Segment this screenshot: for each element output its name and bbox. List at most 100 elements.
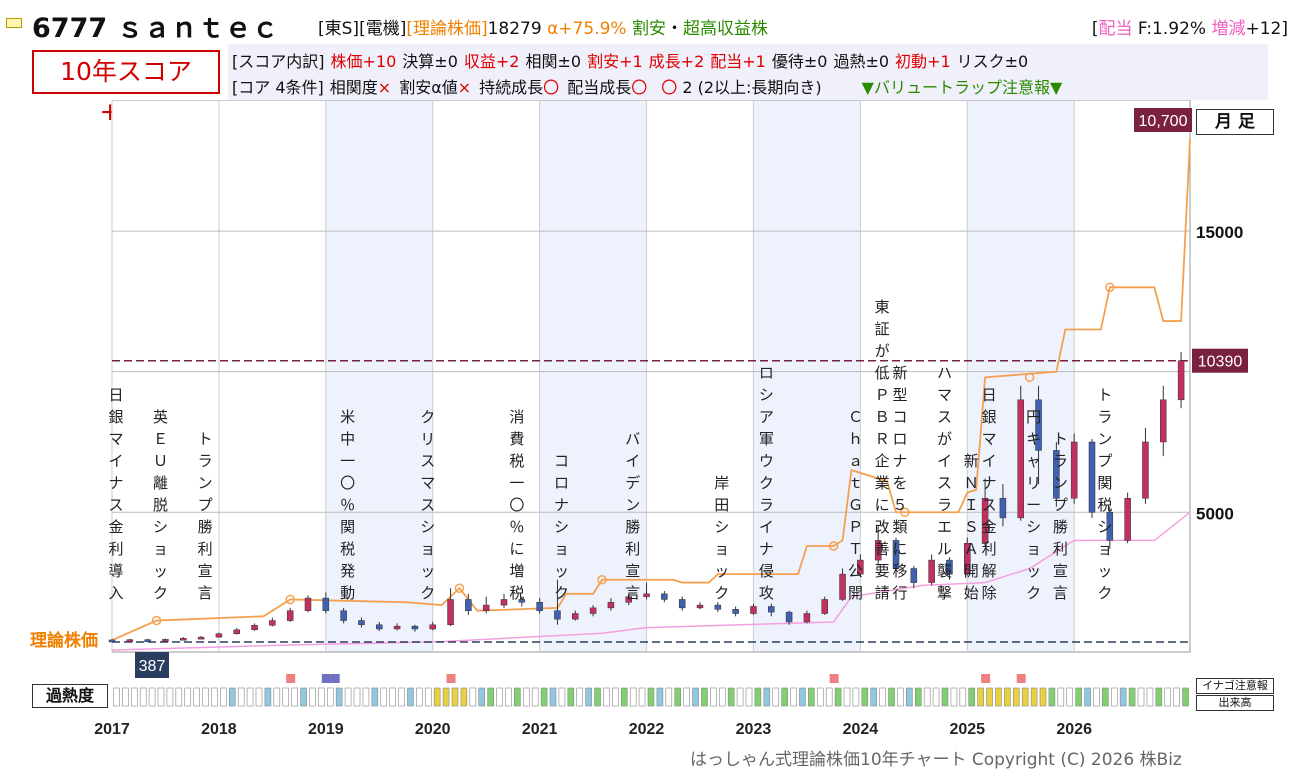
core-item: 相関度 (329, 78, 378, 97)
event-label: Ｐ (875, 386, 890, 404)
candle-body (482, 604, 490, 611)
event-label: 侵 (759, 562, 774, 580)
alpha-value: α+75.9% (547, 19, 627, 39)
theory-marker (454, 583, 465, 593)
event-label: ク (554, 584, 569, 602)
event-label: コ (554, 452, 569, 470)
overheat-cell (442, 687, 450, 707)
event-label: 攻 (759, 584, 774, 602)
candle-body (1017, 399, 1024, 519)
event-label: ラ (759, 496, 774, 514)
event-label: 銀 (982, 408, 997, 426)
candle-body (874, 540, 882, 561)
overheat-cell (113, 687, 120, 707)
event-label: 導 (108, 562, 123, 580)
overheat-cell (772, 687, 780, 707)
event-label: ッ (1097, 562, 1112, 580)
overheat-cell (718, 687, 726, 707)
candle-body (358, 620, 365, 626)
event-label: に (509, 540, 524, 558)
event-label: に (892, 540, 907, 558)
overheat-cell (211, 687, 218, 707)
overheat-cell (567, 687, 575, 707)
overheat-cell (710, 687, 717, 707)
theory-marker (151, 615, 162, 626)
theory-marker (597, 575, 607, 585)
event-label: ス (982, 496, 997, 514)
event-label: 善 (875, 540, 890, 558)
event-label: ウ (759, 452, 774, 470)
overheat-cell (558, 687, 566, 707)
ticker-title: 6777 ｓａｎｔｅｃ (32, 13, 279, 44)
overheat-cell (175, 687, 183, 707)
overheat-cell (1102, 687, 1109, 707)
header-info: [東S][電機][理論株価]18279 α+75.9% 割安・超高収益株 (318, 14, 768, 39)
overheat-cell (122, 687, 129, 707)
overheat-cell (1012, 687, 1020, 707)
event-label: 中 (340, 430, 355, 448)
core-mark: 〇 (543, 78, 560, 97)
candle-body (732, 609, 739, 614)
candle-body (518, 599, 526, 603)
event-label: ク (420, 408, 435, 426)
event-label: ％ (509, 518, 524, 536)
event-label: 言 (1053, 584, 1068, 602)
event-label: イ (937, 452, 952, 470)
event-label: 脱 (153, 496, 168, 514)
overheat-cell (291, 687, 298, 707)
event-label: ッ (420, 562, 435, 580)
overheat-cell (451, 687, 459, 707)
year-label: 2021 (522, 721, 558, 738)
candle-body (678, 599, 686, 609)
market-label: [東S] (318, 19, 360, 39)
score-item: 過熱±0 (833, 52, 890, 71)
score-item: 決算±0 (402, 52, 458, 71)
candle-body (304, 597, 312, 611)
event-label: ロ (554, 474, 569, 492)
event-label: Ｂ (875, 408, 890, 426)
overheat-cell (620, 687, 628, 707)
theory-marker (900, 507, 910, 518)
event-label: 費 (509, 430, 524, 448)
score-item: [スコア内訳] (232, 52, 325, 71)
value-trap-warning: ▼バリュートラップ注意報▼ (861, 78, 1063, 97)
candle-body (322, 597, 330, 611)
overheat-cell (995, 687, 1002, 707)
overheat-cell (1039, 687, 1047, 707)
overheat-cell (193, 687, 200, 707)
overheat-cell (897, 687, 904, 707)
event-label: 宣 (198, 562, 213, 580)
event-label: ナ (892, 452, 907, 470)
overheat-flag (321, 674, 331, 683)
overheat-cell (228, 687, 236, 707)
change-value: +12] (1245, 19, 1288, 39)
core-mark: × (377, 78, 392, 97)
event-label: ョ (714, 540, 729, 558)
event-label: 岸 (714, 474, 729, 492)
event-label: 開 (848, 584, 863, 602)
overheat-cell (1110, 687, 1118, 707)
candle-body (286, 610, 294, 621)
overheat-cell (1128, 687, 1136, 707)
candle-body (411, 625, 419, 630)
overheat-cell (665, 687, 673, 707)
event-label: シ (759, 386, 774, 404)
event-label: Ｃ (848, 408, 863, 426)
event-label: ｔ (848, 474, 863, 492)
max-price-label: 10,700 (1139, 113, 1188, 130)
candle-body (251, 625, 258, 631)
overheat-flag (286, 674, 296, 683)
event-label: ョ (1097, 540, 1112, 558)
event-label: イ (625, 452, 640, 470)
overheat-cell (914, 687, 922, 707)
theory-label: [理論株価] (406, 19, 488, 39)
overheat-cell (612, 687, 619, 707)
core-tail: 2 (2以上:長期向き) (677, 78, 822, 97)
event-label: ロ (759, 364, 774, 382)
candle-body (1035, 399, 1042, 451)
event-label: 関 (340, 518, 355, 536)
overheat-cell (701, 687, 708, 707)
year-label: 2019 (308, 721, 344, 738)
candle-body (1088, 441, 1096, 513)
event-label: 発 (340, 562, 355, 580)
